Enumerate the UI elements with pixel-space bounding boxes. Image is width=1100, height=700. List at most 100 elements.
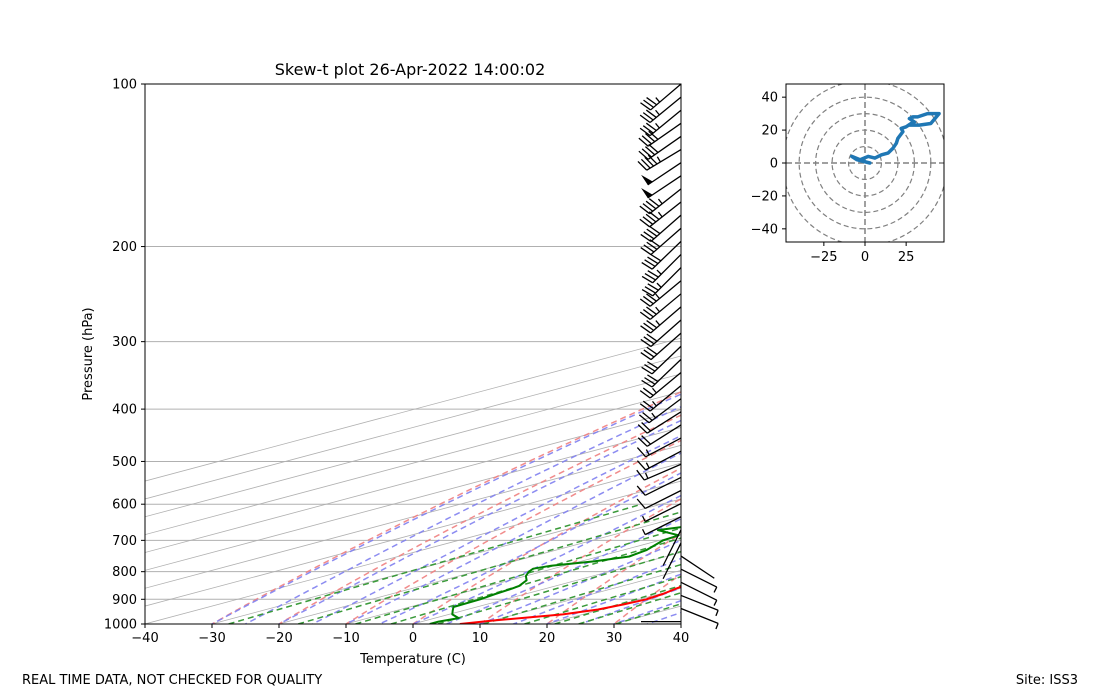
hodograph-wind-trace	[850, 111, 941, 165]
moist-adiabat-line	[310, 434, 681, 624]
wind-barb-staff	[650, 214, 682, 242]
hodograph-x-tick-label: −25	[810, 250, 837, 265]
moist-adiabat-line	[377, 472, 681, 624]
moist-adiabat-line	[444, 517, 681, 624]
mixing-ratio-line	[355, 527, 681, 624]
dry-adiabat-line	[803, 59, 1100, 635]
wind-barb-feather	[646, 293, 657, 302]
hodograph-series	[850, 111, 941, 165]
isotherm-line	[411, 552, 681, 624]
wind-barb-staff	[646, 424, 682, 447]
dry-adiabat-line	[939, 59, 1100, 635]
hodograph-y-tick-label: −20	[751, 189, 778, 204]
wind-barb-feather	[638, 414, 650, 424]
wind-barbs	[636, 83, 719, 630]
wind-barb-feather	[641, 262, 653, 270]
wind-barb-feather	[644, 377, 656, 385]
wind-barb-feather	[640, 246, 652, 256]
wind-barb-staff	[643, 463, 682, 481]
wind-barb-staff	[649, 280, 682, 307]
wind-barb-staff	[651, 358, 682, 388]
wind-barb-feather	[637, 424, 648, 434]
moist-adiabat-line	[611, 599, 681, 624]
wind-barb-staff	[680, 607, 719, 624]
mixing-ratio-line	[483, 563, 681, 624]
mixing-ratio-line	[390, 537, 681, 624]
wind-barb-staff	[649, 293, 682, 320]
wind-barb-feather	[640, 352, 652, 361]
wind-barb-staff	[650, 332, 682, 361]
wind-barb-feather	[641, 275, 654, 284]
wind-barb-pennant	[641, 174, 653, 185]
wind-barb-staff	[648, 398, 682, 424]
x-tick-label: 40	[673, 631, 690, 646]
wind-barb-feather	[642, 400, 654, 410]
wind-barb-feather	[642, 125, 654, 134]
wind-barb-staff	[644, 503, 682, 523]
wind-barb-feather	[639, 114, 651, 124]
dry-adiabat-line	[1075, 59, 1100, 635]
wind-barb-feather	[641, 435, 652, 445]
wind-barb-feather	[642, 295, 654, 305]
wind-barb-feather	[643, 231, 655, 240]
wind-barb-feather	[646, 228, 658, 237]
dry-adiabat-line	[736, 59, 1100, 635]
hodograph-x-tick-label: 25	[898, 250, 915, 265]
hodograph-y-tick-label: −40	[751, 222, 778, 237]
mixing-ratio-line	[578, 591, 681, 624]
hodograph-y-tick-label: 40	[761, 91, 778, 106]
isotherm-line	[145, 480, 681, 624]
wind-barb-feather	[639, 403, 651, 412]
wind-barb-feather	[647, 361, 659, 369]
wind-barb-feather	[646, 346, 658, 355]
y-tick-label: 200	[112, 240, 137, 255]
wind-barb-feather	[643, 244, 655, 253]
wind-barb-feather	[648, 143, 659, 153]
wind-barb-feather	[640, 158, 651, 169]
wind-barb-staff	[649, 109, 682, 137]
wind-barb-half-feather	[656, 269, 662, 275]
y-tick-label: 1000	[104, 618, 137, 633]
wind-barb-half-feather	[641, 528, 646, 535]
x-tick-label: 30	[606, 631, 623, 646]
moist-adiabat-line	[344, 452, 681, 624]
wind-barb-staff	[644, 476, 682, 496]
isotherm-line	[145, 373, 681, 518]
skewt-y-axis-label: Pressure (hPa)	[81, 307, 96, 400]
wind-barb-feather	[644, 259, 656, 267]
wind-barb-feather	[639, 390, 651, 399]
wind-barb-feather	[641, 288, 654, 297]
quality-disclaimer: REAL TIME DATA, NOT CHECKED FOR QUALITY	[22, 673, 323, 688]
wind-barb-staff	[649, 96, 682, 124]
skewt-series	[429, 526, 681, 624]
mixing-ratio-line	[228, 503, 642, 624]
wind-barb-feather	[644, 363, 656, 372]
wind-barb-half-feather	[655, 109, 660, 116]
wind-barb-half-feather	[656, 156, 661, 163]
wind-barb-staff	[649, 371, 682, 399]
wind-barb-half-feather	[656, 282, 662, 288]
wind-barb-feather	[648, 130, 659, 140]
wind-barb-half-feather	[645, 449, 650, 456]
wind-barb-half-feather	[652, 387, 657, 394]
x-tick-label: −20	[265, 631, 292, 646]
y-tick-label: 900	[112, 593, 137, 608]
moist-adiabat-line	[678, 623, 681, 624]
wind-barb-feather	[642, 412, 653, 421]
wind-barb-feather	[645, 122, 657, 132]
wind-barb-feather	[638, 137, 649, 147]
wind-barb-feather	[647, 270, 659, 278]
moist-adiabat-line	[544, 573, 681, 624]
wind-barb-half-feather	[644, 472, 649, 479]
skewt-title: Skew-t plot 26-Apr-2022 14:00:02	[275, 60, 546, 79]
hodograph-y-tick-label: 20	[761, 124, 778, 139]
moist-adiabat-line	[210, 393, 681, 624]
isotherm-line	[145, 337, 681, 482]
wind-barb-feather	[636, 485, 646, 496]
wind-barb-feather	[640, 338, 652, 347]
wind-barb-feather	[641, 422, 652, 432]
isotherm-line	[679, 623, 681, 624]
wind-barb-feather	[636, 498, 646, 509]
wind-barb-feather	[644, 133, 656, 143]
